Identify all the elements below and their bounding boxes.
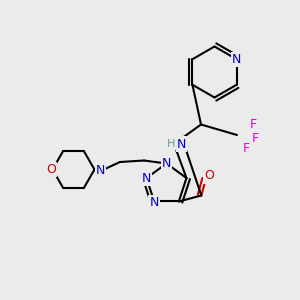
Text: O: O [204,169,214,182]
Text: N: N [162,157,171,170]
Text: N: N [149,196,159,209]
Text: N: N [96,164,105,178]
Text: F: F [251,131,259,145]
Text: O: O [46,163,56,176]
Text: N: N [232,53,241,66]
Text: F: F [250,118,257,131]
Text: N: N [142,172,151,184]
Text: H: H [167,139,175,149]
Text: N: N [177,137,186,151]
Text: F: F [242,142,250,155]
